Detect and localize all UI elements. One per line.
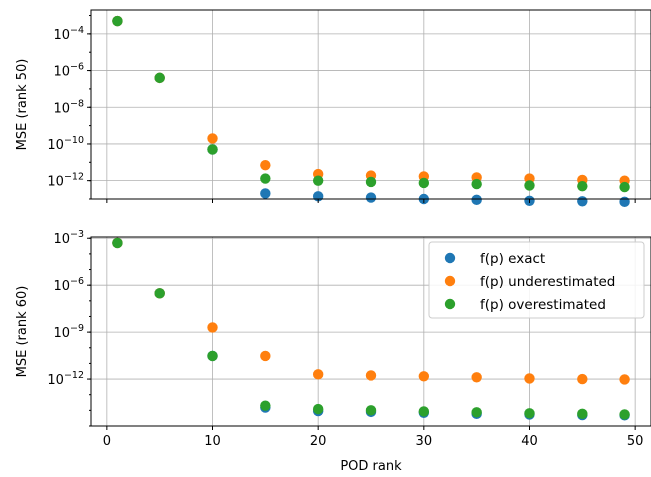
legend-marker [444,275,456,287]
data-point [619,181,630,193]
data-point [365,405,377,416]
top-panel: 10−4 10−6 10−8 10−10 10−12 MSE (rank 50) [15,9,651,208]
data-point [619,374,630,385]
bottom-panel: 0 10 20 30 40 50 10−3 10−6 10−9 10−12 MSE (rank 60… [15,229,651,474]
y-tick-label: 10−6 [53,276,84,294]
legend-marker [444,252,456,264]
data-point [260,188,271,199]
data-point [619,196,630,208]
legend-label: f(p) overestimated [480,297,606,313]
axes-frame [90,9,651,200]
series-f-p-overestimated [112,237,630,420]
data-point [260,173,271,184]
data-point [260,400,271,411]
data-point [112,15,123,27]
y-tick-label: 10−9 [53,323,84,341]
data-point [524,408,535,419]
data-point [418,406,430,417]
data-point [207,350,218,362]
data-point [471,407,482,418]
y-tick-label: 10−8 [53,98,84,116]
data-point [524,180,535,191]
data-point [524,373,535,384]
y-tick-label: 10−10 [47,135,84,153]
y-tick-label: 10−4 [53,25,84,43]
x-tick-label: 0 [103,434,111,449]
axes-frame [90,236,651,427]
data-point [207,144,218,155]
x-axis-label: POD rank [340,459,402,474]
data-point [471,372,482,383]
data-point [365,192,377,203]
data-point [312,369,324,380]
data-point [365,370,377,381]
data-point [577,180,588,192]
legend: f(p) exact f(p) underestimated f(p) overes… [428,241,645,319]
legend-marker [444,298,456,310]
y-tick-label: 10−6 [53,62,84,80]
data-point [471,194,482,206]
legend-label: f(p) exact [480,251,545,267]
data-point [207,322,218,333]
data-point [207,133,218,144]
data-point [577,196,588,207]
x-tick-label: 10 [204,434,221,449]
data-point [418,177,430,189]
data-point [619,409,630,420]
data-point [260,159,271,171]
data-point [418,371,430,382]
data-point [260,350,271,362]
x-tick-label: 50 [627,434,644,449]
data-point [471,178,482,190]
legend-frame [428,241,645,319]
y-axis-label: MSE (rank 50) [15,59,30,151]
data-point [577,408,588,420]
x-tick-label: 40 [521,434,538,449]
data-point [312,403,324,415]
data-point [154,288,165,299]
y-axis-label: MSE (rank 60) [15,286,30,378]
series-f-p-overestimated [112,15,630,193]
series-f-p-underestimated [112,15,630,186]
data-point [154,72,165,84]
data-point [112,237,123,249]
data-point [365,176,377,188]
y-tick-label: 10−12 [47,370,84,388]
data-point [577,373,588,385]
y-tick-label: 10−3 [53,229,84,247]
y-tick-label: 10−12 [47,172,84,190]
legend-label: f(p) underestimated [480,274,615,290]
x-tick-label: 30 [416,434,433,449]
data-point [312,175,324,186]
x-tick-label: 20 [310,434,327,449]
